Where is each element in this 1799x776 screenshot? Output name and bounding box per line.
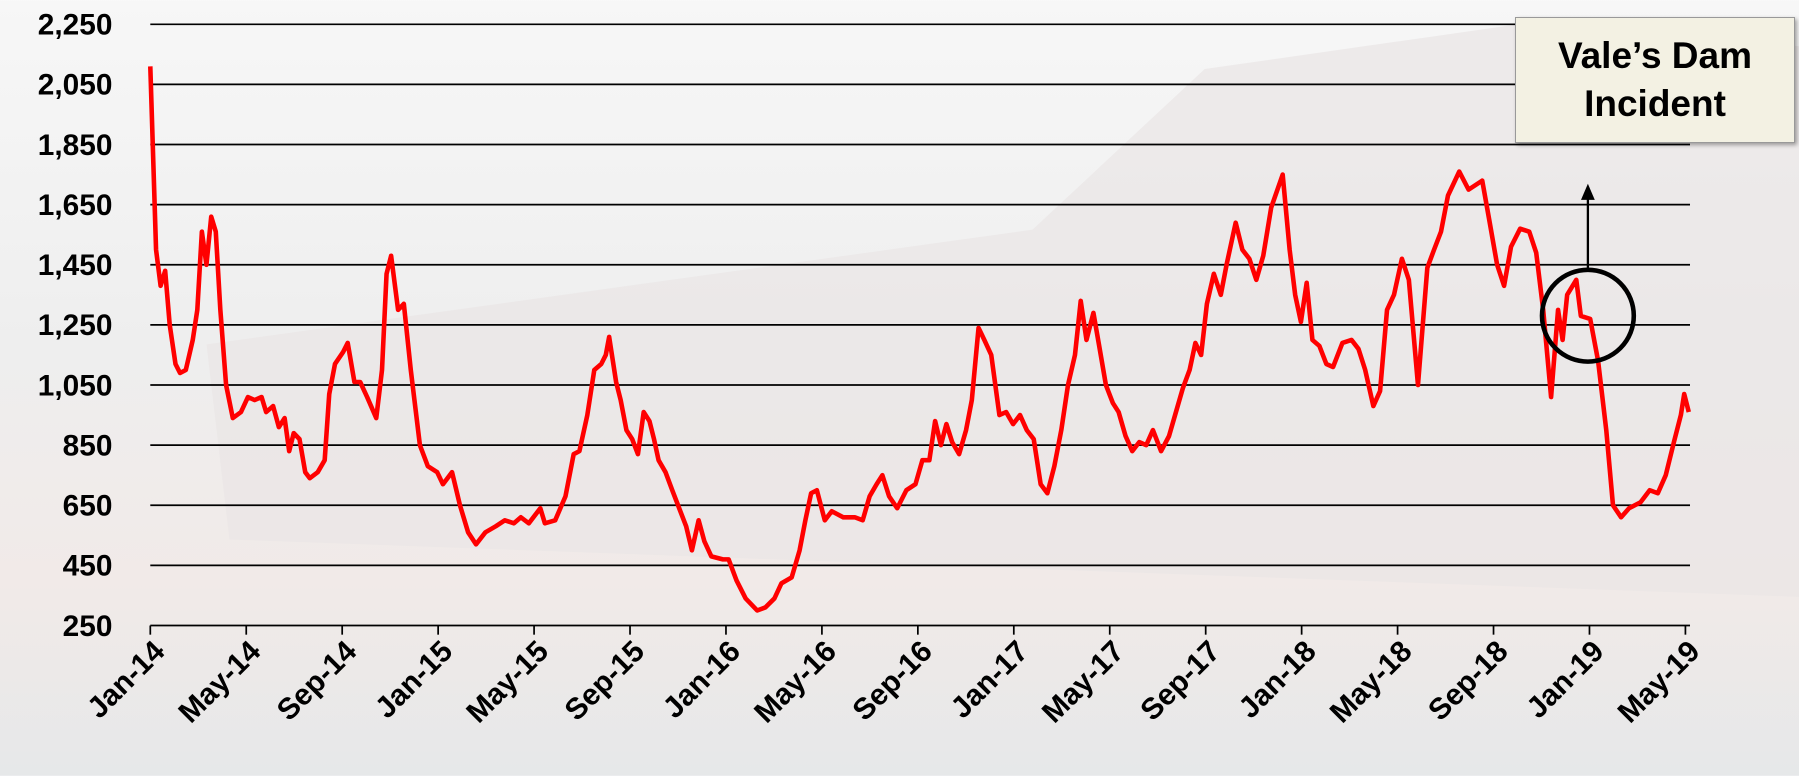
plot [148,66,1692,613]
annotation: Vale’s Dam Incident [1515,17,1795,144]
y-tick-label: 1,250 [38,309,113,342]
y-tick-label: 1,650 [38,189,113,222]
y-tick-label: 2,050 [38,69,113,102]
y-tick-label: 2,250 [38,9,113,42]
background-ship [206,23,1799,597]
highlight-circle [1539,267,1637,364]
series-line [148,66,1692,613]
y-tick-label: 650 [63,490,113,523]
y-tick-label: 1,850 [38,129,113,162]
y-tick-label: 850 [63,429,113,462]
arrow-head [1581,183,1595,200]
y-tick-label: 250 [63,610,113,643]
y-tick-label: 1,450 [38,249,113,282]
y-tick-label: 450 [63,550,113,583]
y-tick-label: 1,050 [38,369,113,402]
